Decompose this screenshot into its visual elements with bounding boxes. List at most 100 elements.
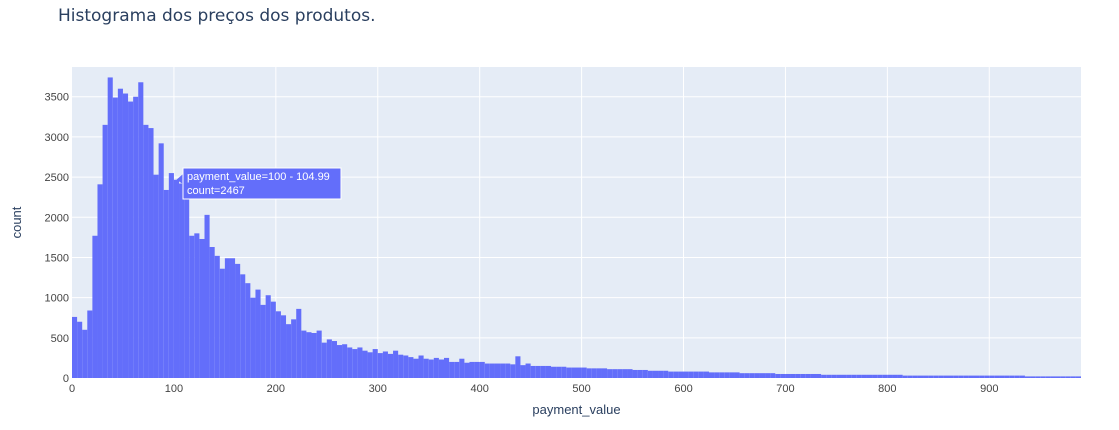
histogram-bar[interactable] — [500, 363, 506, 378]
histogram-bar[interactable] — [979, 375, 985, 378]
histogram-bar[interactable] — [525, 363, 531, 378]
histogram-bar[interactable] — [540, 365, 546, 378]
histogram-bar[interactable] — [444, 357, 450, 378]
histogram-bar[interactable] — [984, 375, 990, 378]
histogram-bar[interactable] — [1075, 376, 1081, 378]
histogram-bar[interactable] — [158, 143, 164, 378]
histogram-bar[interactable] — [270, 301, 276, 378]
histogram-bar[interactable] — [143, 124, 149, 378]
histogram-bar[interactable] — [714, 372, 720, 378]
histogram-bar[interactable] — [474, 361, 480, 378]
histogram-bar[interactable] — [882, 374, 888, 378]
histogram-bar[interactable] — [265, 295, 271, 378]
histogram-bar[interactable] — [963, 375, 969, 378]
histogram-bar[interactable] — [1065, 376, 1071, 378]
histogram-bar[interactable] — [612, 369, 618, 378]
histogram-bar[interactable] — [316, 330, 322, 378]
histogram-bar[interactable] — [520, 365, 526, 378]
histogram-bar[interactable] — [958, 375, 964, 378]
histogram-bar[interactable] — [805, 373, 811, 378]
histogram-bar[interactable] — [759, 373, 766, 378]
histogram-bar[interactable] — [87, 310, 93, 378]
histogram-bar[interactable] — [912, 375, 918, 378]
histogram-bar[interactable] — [372, 349, 378, 378]
histogram-bar[interactable] — [719, 372, 725, 378]
histogram-bar[interactable] — [235, 263, 241, 378]
histogram-bar[interactable] — [989, 375, 995, 378]
histogram-bar[interactable] — [627, 369, 633, 378]
histogram-bar[interactable] — [535, 365, 541, 378]
histogram-bar[interactable] — [632, 369, 638, 378]
histogram-bar[interactable] — [1019, 375, 1025, 378]
histogram-bar[interactable] — [133, 96, 139, 378]
histogram-bar[interactable] — [179, 183, 185, 378]
histogram-bar[interactable] — [551, 366, 557, 378]
histogram-bar[interactable] — [821, 374, 827, 378]
histogram-bar[interactable] — [790, 373, 796, 378]
histogram-bar[interactable] — [897, 374, 903, 378]
histogram-bar[interactable] — [449, 361, 455, 378]
histogram-bar[interactable] — [1055, 376, 1061, 378]
histogram-bar[interactable] — [729, 372, 735, 378]
histogram-bar[interactable] — [128, 101, 134, 379]
histogram-bar[interactable] — [698, 371, 704, 378]
histogram-bar[interactable] — [413, 358, 419, 378]
histogram-bar[interactable] — [250, 297, 256, 378]
histogram-bar[interactable] — [678, 371, 684, 378]
histogram-bar[interactable] — [199, 238, 205, 378]
histogram-bar[interactable] — [576, 367, 582, 378]
histogram-bar[interactable] — [933, 375, 939, 378]
histogram-bar[interactable] — [469, 361, 475, 378]
histogram-bar[interactable] — [357, 347, 363, 378]
histogram-bar[interactable] — [423, 358, 429, 378]
histogram-bar[interactable] — [530, 365, 536, 378]
histogram-bar[interactable] — [892, 374, 898, 378]
histogram-bar[interactable] — [280, 315, 287, 378]
histogram-bar[interactable] — [255, 289, 261, 378]
histogram-bar[interactable] — [1009, 375, 1015, 378]
histogram-bar[interactable] — [663, 370, 669, 378]
histogram-bar[interactable] — [770, 373, 776, 378]
histogram-bar[interactable] — [77, 321, 83, 378]
histogram-bar[interactable] — [505, 363, 511, 378]
histogram-bar[interactable] — [652, 370, 659, 378]
histogram-bar[interactable] — [607, 369, 613, 378]
histogram-bar[interactable] — [861, 374, 867, 378]
histogram-bar[interactable] — [438, 359, 445, 378]
histogram-bar[interactable] — [286, 324, 292, 378]
histogram-bar[interactable] — [408, 357, 414, 378]
histogram-bar[interactable] — [1045, 376, 1051, 378]
histogram-bar[interactable] — [668, 371, 674, 378]
histogram-bar[interactable] — [622, 369, 628, 378]
histogram-bar[interactable] — [999, 375, 1005, 378]
histogram-bar[interactable] — [566, 367, 572, 378]
histogram-bar[interactable] — [795, 373, 801, 378]
histogram-bar[interactable] — [923, 375, 929, 378]
histogram-bar[interactable] — [917, 375, 924, 378]
histogram-bar[interactable] — [245, 283, 251, 378]
histogram-bar[interactable] — [973, 375, 980, 378]
histogram-bar[interactable] — [398, 354, 404, 378]
histogram-bar[interactable] — [209, 247, 215, 378]
histogram-bar[interactable] — [494, 363, 501, 378]
histogram-bar[interactable] — [826, 374, 832, 378]
histogram-bar[interactable] — [744, 373, 750, 378]
histogram-bar[interactable] — [189, 235, 195, 378]
histogram-bar[interactable] — [163, 189, 169, 378]
histogram-bar[interactable] — [1040, 376, 1046, 378]
histogram-bar[interactable] — [596, 368, 602, 378]
histogram-bar[interactable] — [902, 375, 908, 378]
histogram-bar[interactable] — [72, 316, 78, 378]
histogram-bar[interactable] — [846, 374, 852, 378]
histogram-bar[interactable] — [148, 128, 154, 378]
histogram-bar[interactable] — [393, 350, 399, 378]
histogram-bar[interactable] — [749, 373, 755, 378]
histogram-bar[interactable] — [943, 375, 949, 378]
histogram-bar[interactable] — [347, 347, 353, 378]
histogram-bar[interactable] — [938, 375, 944, 378]
histogram-bar[interactable] — [479, 361, 485, 378]
histogram-bar[interactable] — [260, 304, 266, 378]
histogram-bar[interactable] — [173, 179, 180, 378]
histogram-bar[interactable] — [229, 258, 236, 378]
histogram-bar[interactable] — [352, 349, 358, 378]
